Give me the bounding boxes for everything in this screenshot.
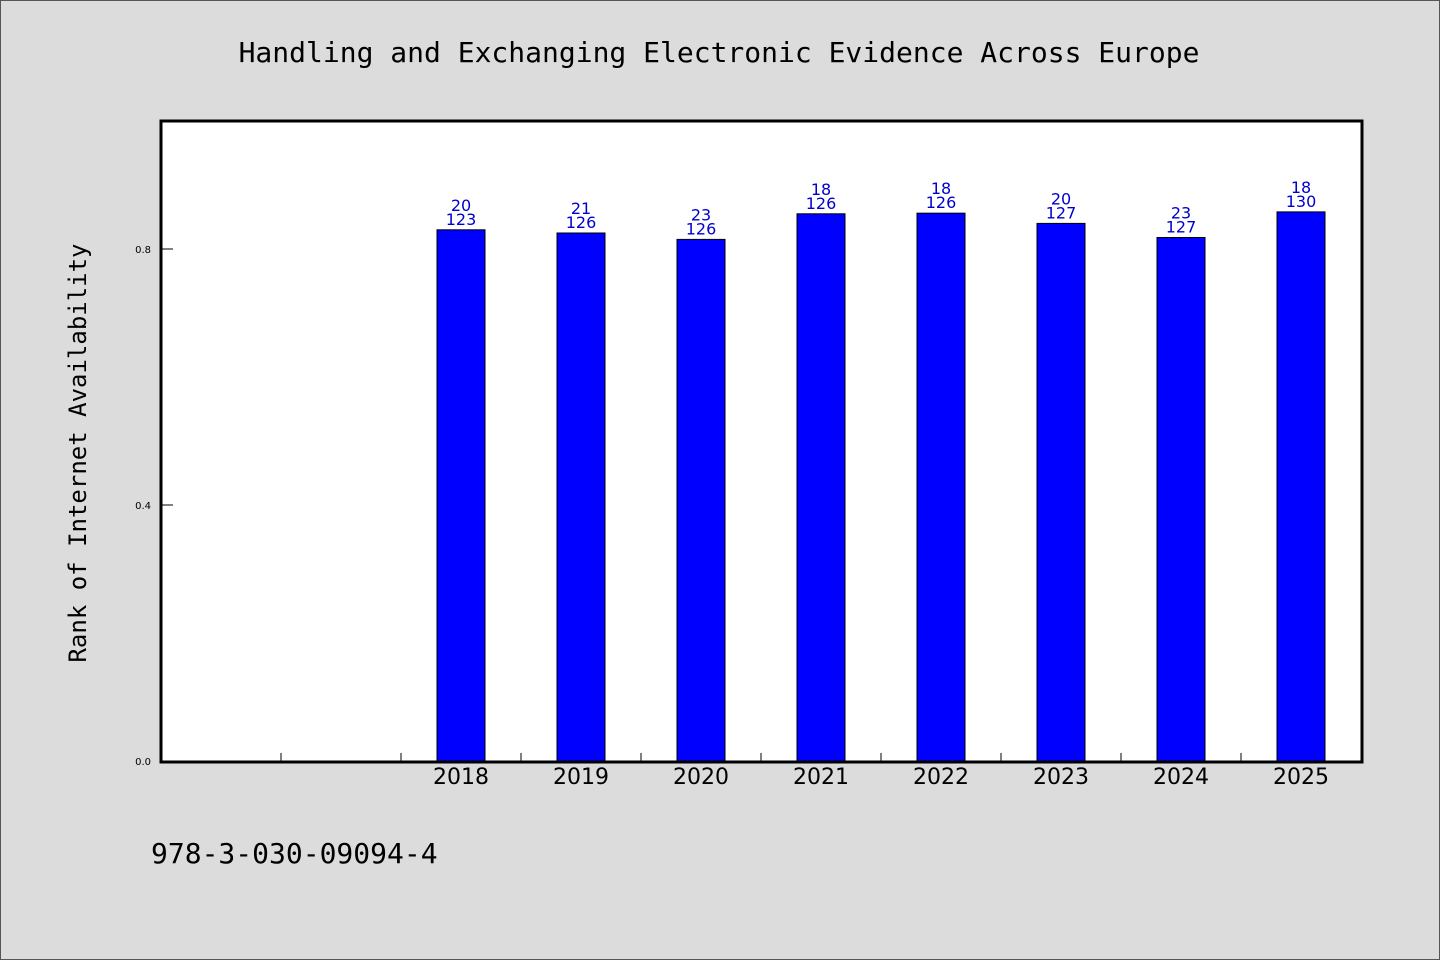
x-tick-label: 2019 xyxy=(553,765,609,790)
x-tick-label: 2022 xyxy=(913,765,969,790)
x-tick-label: 2023 xyxy=(1033,765,1089,790)
bar-label-bottom: 130 xyxy=(1286,192,1317,211)
y-tick-label: 0.0 xyxy=(135,757,151,768)
bar-2025 xyxy=(1276,211,1326,762)
bar-label-top: 23 xyxy=(1171,203,1191,222)
x-tick-label: 2025 xyxy=(1273,765,1329,790)
chart-title: Handling and Exchanging Electronic Evide… xyxy=(239,36,1200,69)
bar-label-bottom: 126 xyxy=(686,219,717,238)
y-tick-label: 0.8 xyxy=(135,245,151,256)
x-tick-label: 2021 xyxy=(793,765,849,790)
bar-label-bottom: 127 xyxy=(1166,217,1197,236)
ticks-layer: 0.0 0.4 0.8 2018 2019 2020 2021 2022 2023 2024 202… xyxy=(135,245,1329,790)
x-tick-label: 2024 xyxy=(1153,765,1209,790)
bar-label-bottom: 127 xyxy=(1046,203,1077,222)
bar-label-bottom: 126 xyxy=(566,213,597,232)
bar-2022 xyxy=(916,212,966,762)
bar-label-bottom: 123 xyxy=(446,210,477,229)
bar-label-bottom: 126 xyxy=(806,194,837,213)
footer-isbn: 978-3-030-09094-4 xyxy=(151,837,438,870)
bar-2023 xyxy=(1036,222,1086,762)
bar-2020 xyxy=(676,238,726,762)
x-tick-label: 2020 xyxy=(673,765,729,790)
bar-label-top: 18 xyxy=(931,179,951,198)
y-tick-label: 0.4 xyxy=(135,501,151,512)
y-axis-label: Rank of Internet Availability xyxy=(64,243,92,662)
bar-label-top: 20 xyxy=(451,196,471,215)
bar-2019 xyxy=(556,232,606,762)
bar-2018 xyxy=(436,229,486,762)
x-tick-label: 2018 xyxy=(433,765,489,790)
bar-label-bottom: 126 xyxy=(926,193,957,212)
bar-label-top: 23 xyxy=(691,205,711,224)
bar-label-top: 20 xyxy=(1051,189,1071,208)
bar-label-top: 21 xyxy=(571,199,591,218)
bar-label-top: 18 xyxy=(1291,178,1311,197)
bar-label-top: 18 xyxy=(811,180,831,199)
bar-2021 xyxy=(796,213,846,762)
bar-2024 xyxy=(1156,236,1206,762)
